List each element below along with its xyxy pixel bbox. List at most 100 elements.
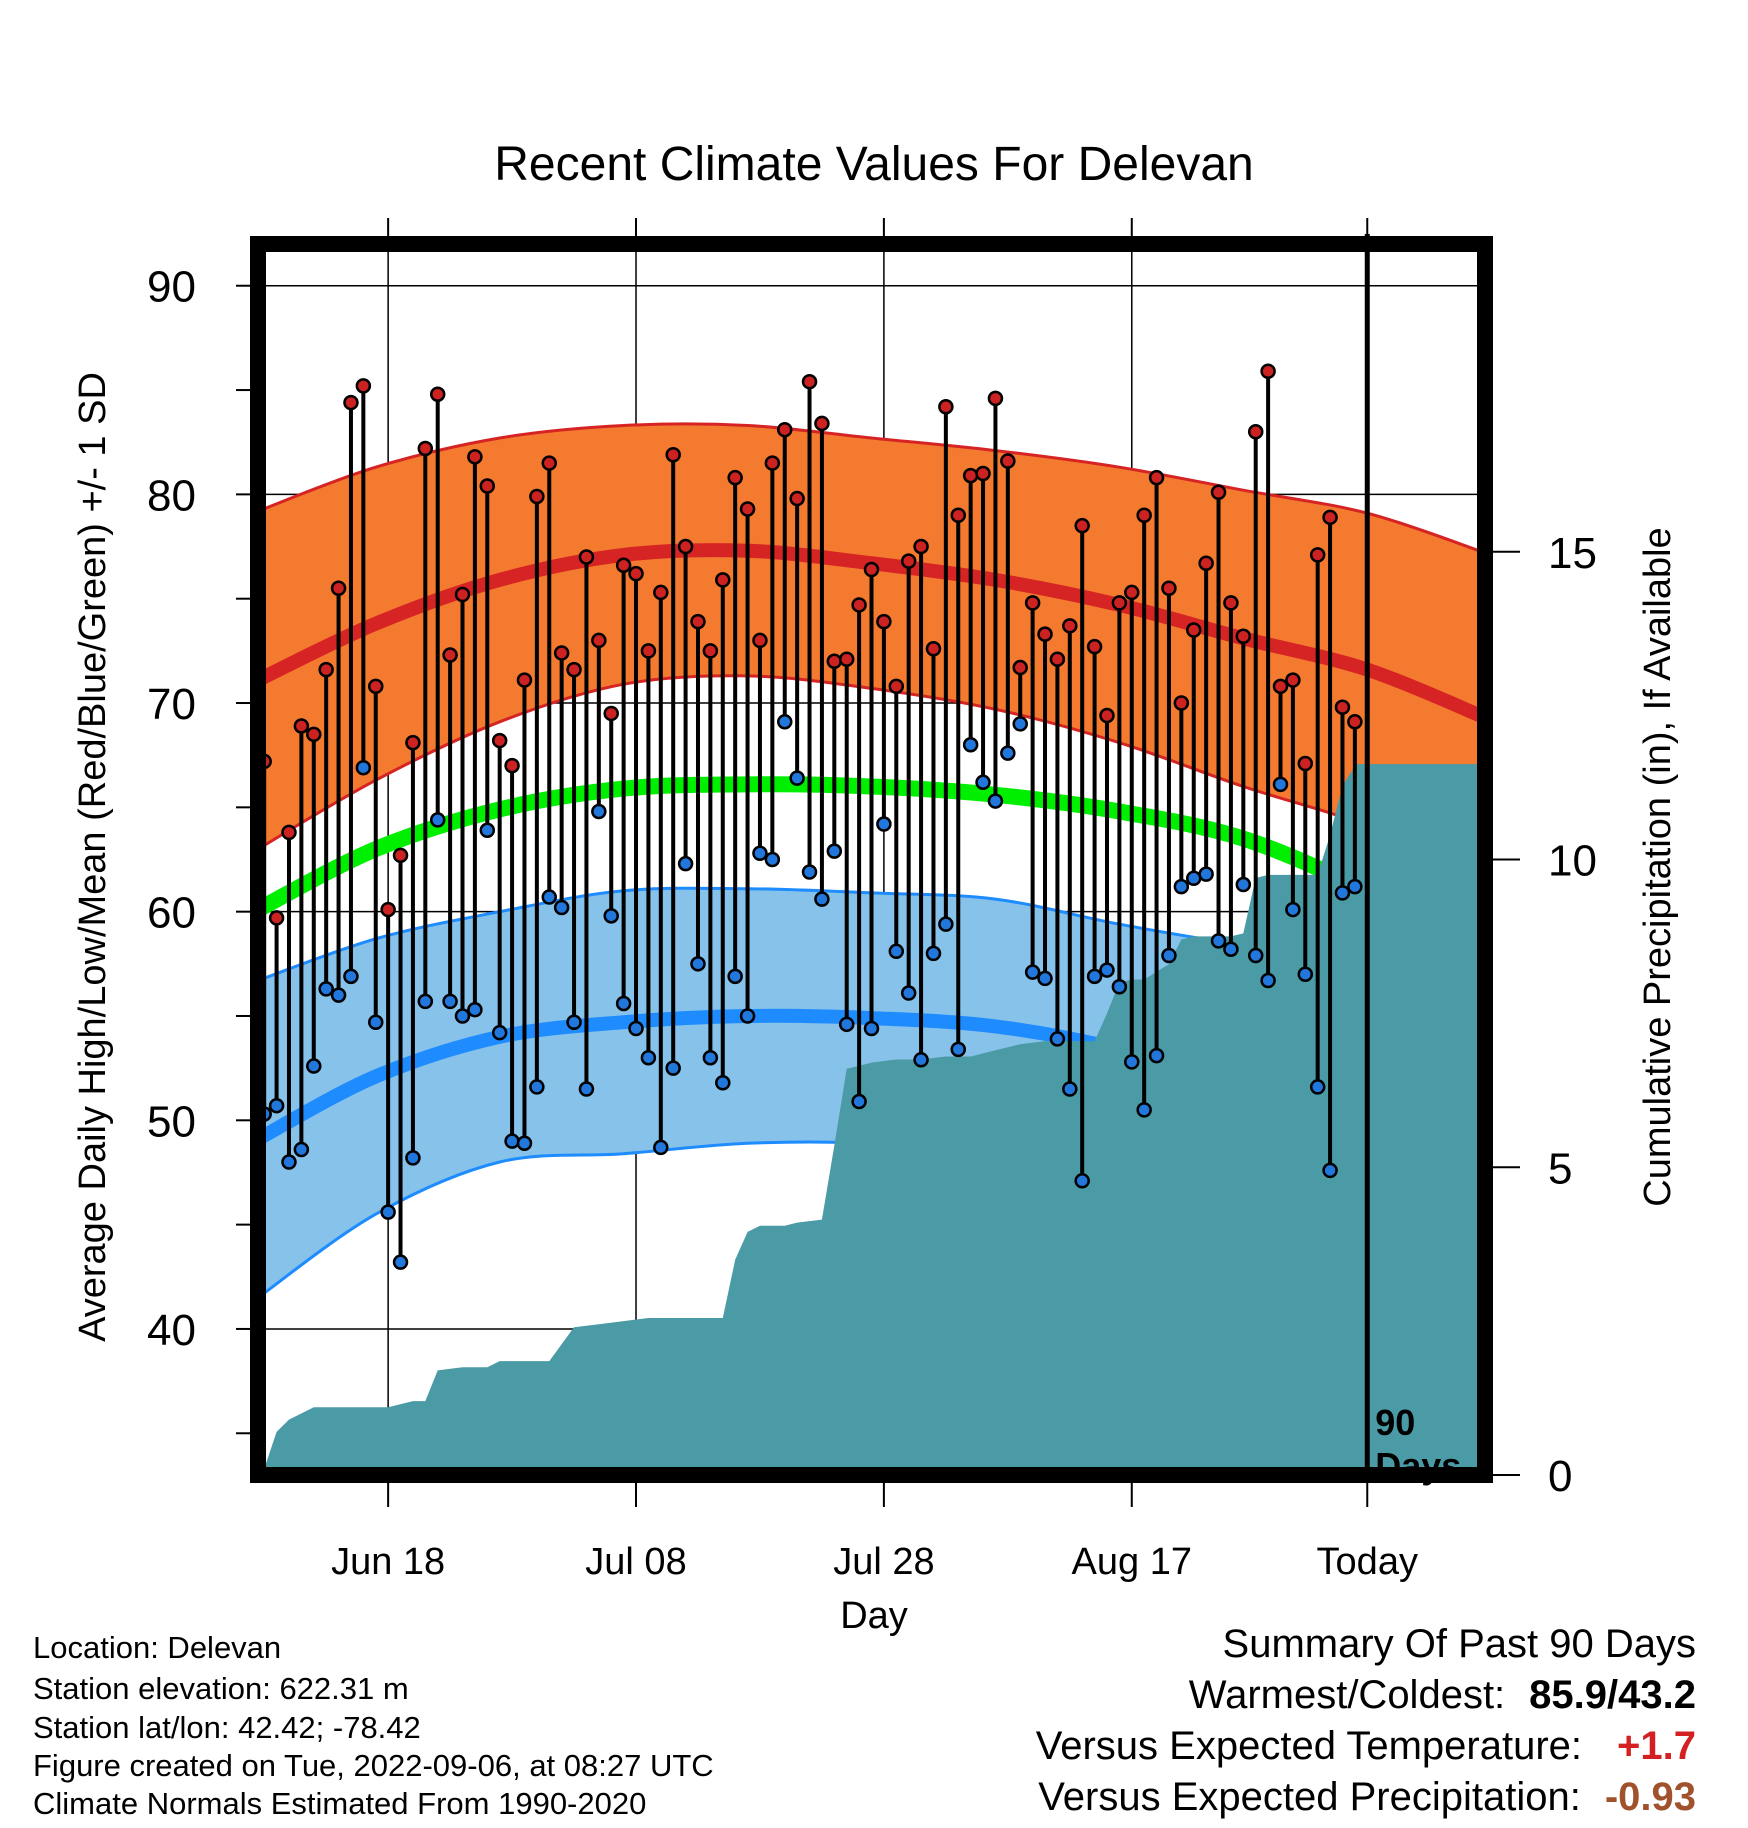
daily-high-point [1136, 507, 1152, 523]
daily-high-point [1099, 707, 1115, 724]
daily-low-point [1037, 970, 1053, 987]
daily-low-point [1099, 962, 1115, 978]
summary-label: Versus Expected Precipitation: [1038, 1775, 1581, 1819]
daily-low-point [367, 1014, 384, 1030]
chart-title: Recent Climate Values For Delevan [494, 138, 1253, 191]
daily-low-point [702, 1049, 719, 1066]
daily-high-point [900, 553, 917, 569]
daily-low-point [1074, 1173, 1090, 1189]
daily-high-point [1297, 755, 1314, 772]
daily-low-point [690, 956, 706, 972]
daily-high-point [814, 415, 830, 432]
daily-high-point [1322, 509, 1338, 526]
daily-low-point [1223, 941, 1239, 957]
daily-high-point [1000, 453, 1016, 469]
daily-low-point [504, 1133, 520, 1149]
precip-area [264, 764, 1485, 1475]
daily-low-point [293, 1141, 310, 1158]
daily-low-point [1173, 878, 1190, 895]
daily-high-point [442, 647, 458, 663]
daily-low-point [987, 793, 1004, 809]
daily-high-point [1173, 695, 1190, 711]
daily-high-point [306, 726, 322, 743]
daily-high-point [392, 847, 409, 864]
daily-high-point [1148, 469, 1165, 486]
daily-high-point [330, 580, 347, 597]
daily-high-point [355, 378, 372, 394]
daily-low-point [1247, 947, 1264, 964]
x-tick-label: Today [1317, 1541, 1418, 1583]
daily-low-point [739, 1008, 756, 1024]
daily-high-point [1235, 628, 1252, 645]
daily-high-point [876, 613, 892, 630]
daily-high-point [1049, 651, 1066, 667]
daily-low-point [776, 714, 793, 730]
daily-low-point [628, 1020, 644, 1037]
daily-high-point [975, 465, 991, 482]
daily-high-point [677, 538, 694, 555]
daily-low-point [838, 1016, 855, 1033]
daily-high-point [1347, 714, 1363, 730]
daily-low-point [603, 908, 619, 924]
x-tick-label: Aug 17 [1072, 1541, 1192, 1583]
daily-low-point [851, 1093, 867, 1110]
summary-label: Warmest/Coldest: [1188, 1673, 1506, 1717]
daily-low-point [1000, 745, 1016, 761]
daily-low-point [801, 864, 818, 880]
daily-high-point [318, 661, 334, 678]
daily-high-point [764, 455, 781, 471]
daily-low-point [888, 943, 905, 960]
daily-low-point [764, 851, 781, 868]
daily-low-point [578, 1081, 595, 1097]
daily-high-point [1285, 672, 1301, 688]
daily-low-point [653, 1139, 669, 1156]
x-axis-label: Day [840, 1595, 908, 1637]
daily-high-point [715, 572, 731, 588]
daily-low-point [975, 774, 991, 791]
daily-high-point [628, 565, 644, 582]
daily-high-point [1012, 659, 1028, 676]
daily-low-point [405, 1150, 421, 1166]
daily-high-point [938, 398, 954, 415]
daily-high-point [925, 641, 942, 657]
daily-low-point [1049, 1031, 1066, 1047]
daily-high-point [1086, 638, 1103, 655]
daily-high-point [1309, 547, 1326, 563]
daily-low-point [1272, 776, 1289, 793]
daily-low-point [814, 891, 830, 907]
summary-label: Versus Expected Temperature: [1035, 1724, 1582, 1768]
daily-low-point [876, 816, 892, 832]
daily-high-point [516, 672, 533, 688]
daily-high-point [863, 561, 880, 578]
daily-high-point [987, 390, 1004, 407]
daily-high-point [950, 507, 967, 523]
y-axis-label: Average Daily High/Low/Mean (Red/Blue/Gr… [72, 372, 114, 1342]
daily-low-point [479, 822, 496, 839]
daily-high-point [479, 478, 496, 494]
daily-low-point [640, 1049, 657, 1066]
summary-value: 85.9/43.2 [1529, 1673, 1696, 1717]
daily-low-point [454, 1008, 471, 1024]
daily-high-point [1024, 595, 1041, 611]
daily-low-point [1148, 1047, 1165, 1064]
window-label-count: 90 [1375, 1402, 1415, 1443]
summary-row-precipitation: Versus Expected Precipitation: -0.93 [1038, 1775, 1696, 1820]
daily-high-point [504, 757, 520, 774]
daily-high-point [826, 653, 843, 670]
daily-low-point [491, 1024, 508, 1041]
daily-high-point [690, 613, 706, 630]
daily-high-point [591, 632, 607, 649]
high-sd-band-upper-edge [257, 422, 1486, 555]
daily-low-point [1124, 1054, 1140, 1070]
daily-high-point [603, 705, 619, 722]
daily-high-point [1223, 595, 1239, 611]
y2-tick-label: 10 [1548, 837, 1597, 886]
x-tick-label: Jul 28 [833, 1541, 934, 1583]
daily-low-point [1136, 1102, 1152, 1118]
daily-low-point [1111, 979, 1128, 995]
daily-low-point [553, 899, 570, 916]
daily-high-point [529, 488, 545, 505]
daily-low-point [330, 987, 347, 1003]
daily-high-point [776, 421, 793, 438]
daily-low-point [826, 843, 843, 859]
